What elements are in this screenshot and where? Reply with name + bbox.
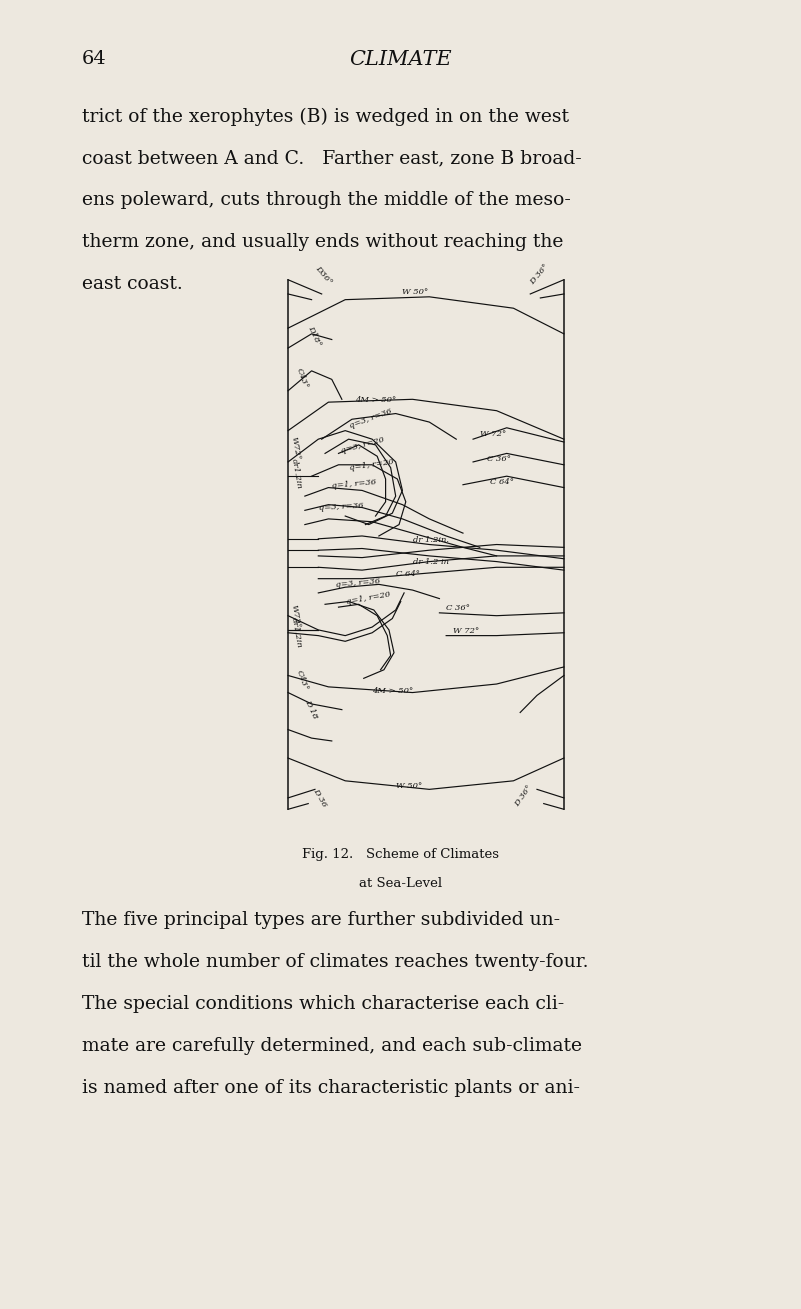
Text: til the whole number of climates reaches twenty-four.: til the whole number of climates reaches… [82,953,588,971]
Text: q=3, r=36: q=3, r=36 [348,407,393,429]
Text: C 64°: C 64° [490,478,514,486]
Text: dr 1.2 in: dr 1.2 in [413,559,449,567]
Text: D36°: D36° [313,264,333,287]
Text: D 36: D 36 [312,787,328,809]
Text: therm zone, and usually ends without reaching the: therm zone, and usually ends without rea… [82,233,563,251]
Text: q=3, r=36: q=3, r=36 [335,577,380,589]
Text: q=1, r=20: q=1, r=20 [345,590,391,606]
Text: trict of the xerophytes (B) is wedged in on the west: trict of the xerophytes (B) is wedged in… [82,107,569,126]
Text: q=3, r=36: q=3, r=36 [318,503,364,512]
Text: C 64°: C 64° [396,569,420,577]
Text: dr1.2in: dr1.2in [290,458,303,490]
Text: dr1.2in: dr1.2in [290,618,303,649]
Text: 4M > 50°: 4M > 50° [356,397,396,404]
Text: W 72°: W 72° [480,431,506,439]
Text: The five principal types are further subdivided un-: The five principal types are further sub… [82,911,560,929]
Text: W 50°: W 50° [402,288,429,296]
Text: C43°: C43° [295,669,310,691]
Text: D18°: D18° [307,325,323,347]
Text: W 50°: W 50° [396,781,422,789]
Text: C 36°: C 36° [486,454,510,463]
Text: q=1, r=20: q=1, r=20 [348,458,394,473]
Text: W72°: W72° [290,436,302,461]
Text: D 36°: D 36° [513,784,534,809]
Text: 4M > 50°: 4M > 50° [372,686,413,695]
Text: W 72°: W 72° [453,627,479,635]
Text: coast between A and C.   Farther east, zone B broad-: coast between A and C. Farther east, zon… [82,149,582,168]
Text: dr 1.2in.: dr 1.2in. [413,535,449,543]
Text: q=3, r=20: q=3, r=20 [340,436,385,456]
Text: D 18: D 18 [303,699,319,720]
Text: mate are carefully determined, and each sub-climate: mate are carefully determined, and each … [82,1037,582,1055]
Text: east coast.: east coast. [82,275,183,293]
Text: C43°: C43° [295,367,310,390]
Text: at Sea-Level: at Sea-Level [359,877,442,890]
Text: C 36°: C 36° [446,603,470,613]
Text: W72°: W72° [290,605,302,630]
Text: Fig. 12.   Scheme of Climates: Fig. 12. Scheme of Climates [302,848,499,861]
Text: q=1, r=36: q=1, r=36 [332,478,377,490]
Text: ens poleward, cuts through the middle of the meso-: ens poleward, cuts through the middle of… [82,191,570,209]
Text: is named after one of its characteristic plants or ani-: is named after one of its characteristic… [82,1079,580,1097]
Text: CLIMATE: CLIMATE [349,50,452,69]
Text: 64: 64 [82,50,107,68]
Text: The special conditions which characterise each cli-: The special conditions which characteris… [82,995,564,1013]
Text: D 36°: D 36° [529,263,550,287]
